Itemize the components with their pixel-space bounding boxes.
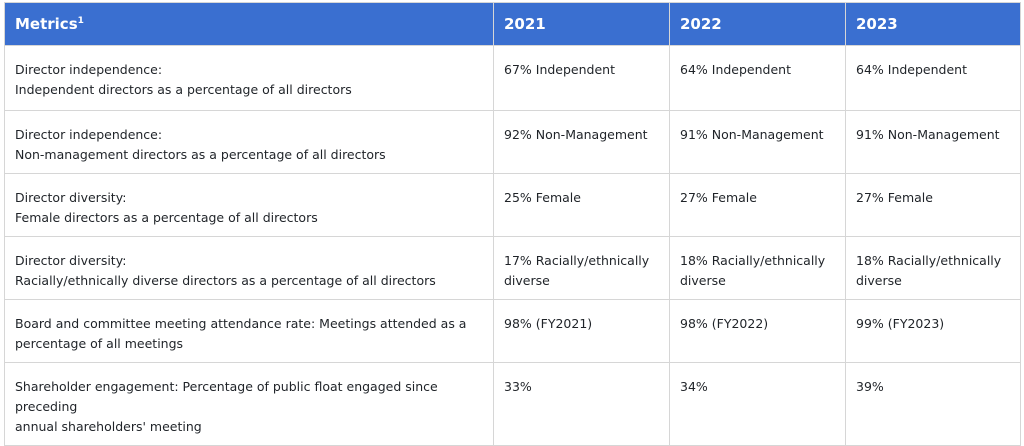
value-2022-cell: 98% (FY2022)	[669, 299, 846, 363]
metric-description: Independent directors as a percentage of…	[15, 82, 352, 97]
metric-cell: Director diversity: Female directors as …	[4, 173, 494, 237]
value-2022-cell: 27% Female	[669, 173, 846, 237]
header-row: Metrics1 2021 2022 2023	[4, 2, 1021, 46]
metric-title: Board and committee meeting attendance r…	[15, 316, 467, 331]
metric-cell: Shareholder engagement: Percentage of pu…	[4, 362, 494, 446]
value-2023-cell: 18% Racially/ethnically diverse	[845, 236, 1021, 300]
value-2023-cell: 27% Female	[845, 173, 1021, 237]
header-metrics-label: Metrics	[15, 15, 78, 33]
table-row: Board and committee meeting attendance r…	[4, 299, 1021, 363]
value-2022-cell: 91% Non-Management	[669, 110, 846, 174]
metric-title: Director independence:	[15, 62, 163, 77]
value-2021-cell: 98% (FY2021)	[493, 299, 670, 363]
table-body: Director independence: Independent direc…	[4, 45, 1021, 446]
value-2023-cell: 99% (FY2023)	[845, 299, 1021, 363]
metric-title: Director independence:	[15, 127, 163, 142]
metric-cell: Director independence: Non-management di…	[4, 110, 494, 174]
header-metrics-footnote: 1	[77, 16, 84, 26]
table-header: Metrics1 2021 2022 2023	[4, 2, 1021, 46]
header-2021: 2021	[493, 2, 670, 46]
table-row: Director independence: Independent direc…	[4, 45, 1021, 111]
value-2021-cell: 67% Independent	[493, 45, 670, 111]
value-2023-cell: 39%	[845, 362, 1021, 446]
table-row: Director independence: Non-management di…	[4, 110, 1021, 174]
header-metrics: Metrics1	[4, 2, 494, 46]
metric-cell: Director diversity: Racially/ethnically …	[4, 236, 494, 300]
metric-cell: Board and committee meeting attendance r…	[4, 299, 494, 363]
value-2021-cell: 92% Non-Management	[493, 110, 670, 174]
value-2022-cell: 18% Racially/ethnically diverse	[669, 236, 846, 300]
metric-description: Racially/ethnically diverse directors as…	[15, 273, 436, 288]
metric-cell: Director independence: Independent direc…	[4, 45, 494, 111]
value-2023-cell: 64% Independent	[845, 45, 1021, 111]
table-row: Director diversity: Female directors as …	[4, 173, 1021, 237]
table-row: Director diversity: Racially/ethnically …	[4, 236, 1021, 300]
governance-metrics-table-container: Metrics1 2021 2022 2023 Director indepen…	[4, 2, 1021, 446]
value-2022-cell: 64% Independent	[669, 45, 846, 111]
metric-title: Shareholder engagement: Percentage of pu…	[15, 379, 438, 414]
table-row: Shareholder engagement: Percentage of pu…	[4, 362, 1021, 446]
metric-description: percentage of all meetings	[15, 336, 184, 351]
metric-description: Female directors as a percentage of all …	[15, 210, 318, 225]
value-2023-cell: 91% Non-Management	[845, 110, 1021, 174]
metric-description: Non-management directors as a percentage…	[15, 147, 386, 162]
value-2021-cell: 17% Racially/ethnically diverse	[493, 236, 670, 300]
header-2022: 2022	[669, 2, 846, 46]
metric-description: annual shareholders' meeting	[15, 419, 202, 434]
value-2022-cell: 34%	[669, 362, 846, 446]
metric-title: Director diversity:	[15, 253, 127, 268]
metric-title: Director diversity:	[15, 190, 127, 205]
header-2023: 2023	[845, 2, 1021, 46]
value-2021-cell: 33%	[493, 362, 670, 446]
value-2021-cell: 25% Female	[493, 173, 670, 237]
governance-metrics-table: Metrics1 2021 2022 2023 Director indepen…	[4, 2, 1021, 446]
